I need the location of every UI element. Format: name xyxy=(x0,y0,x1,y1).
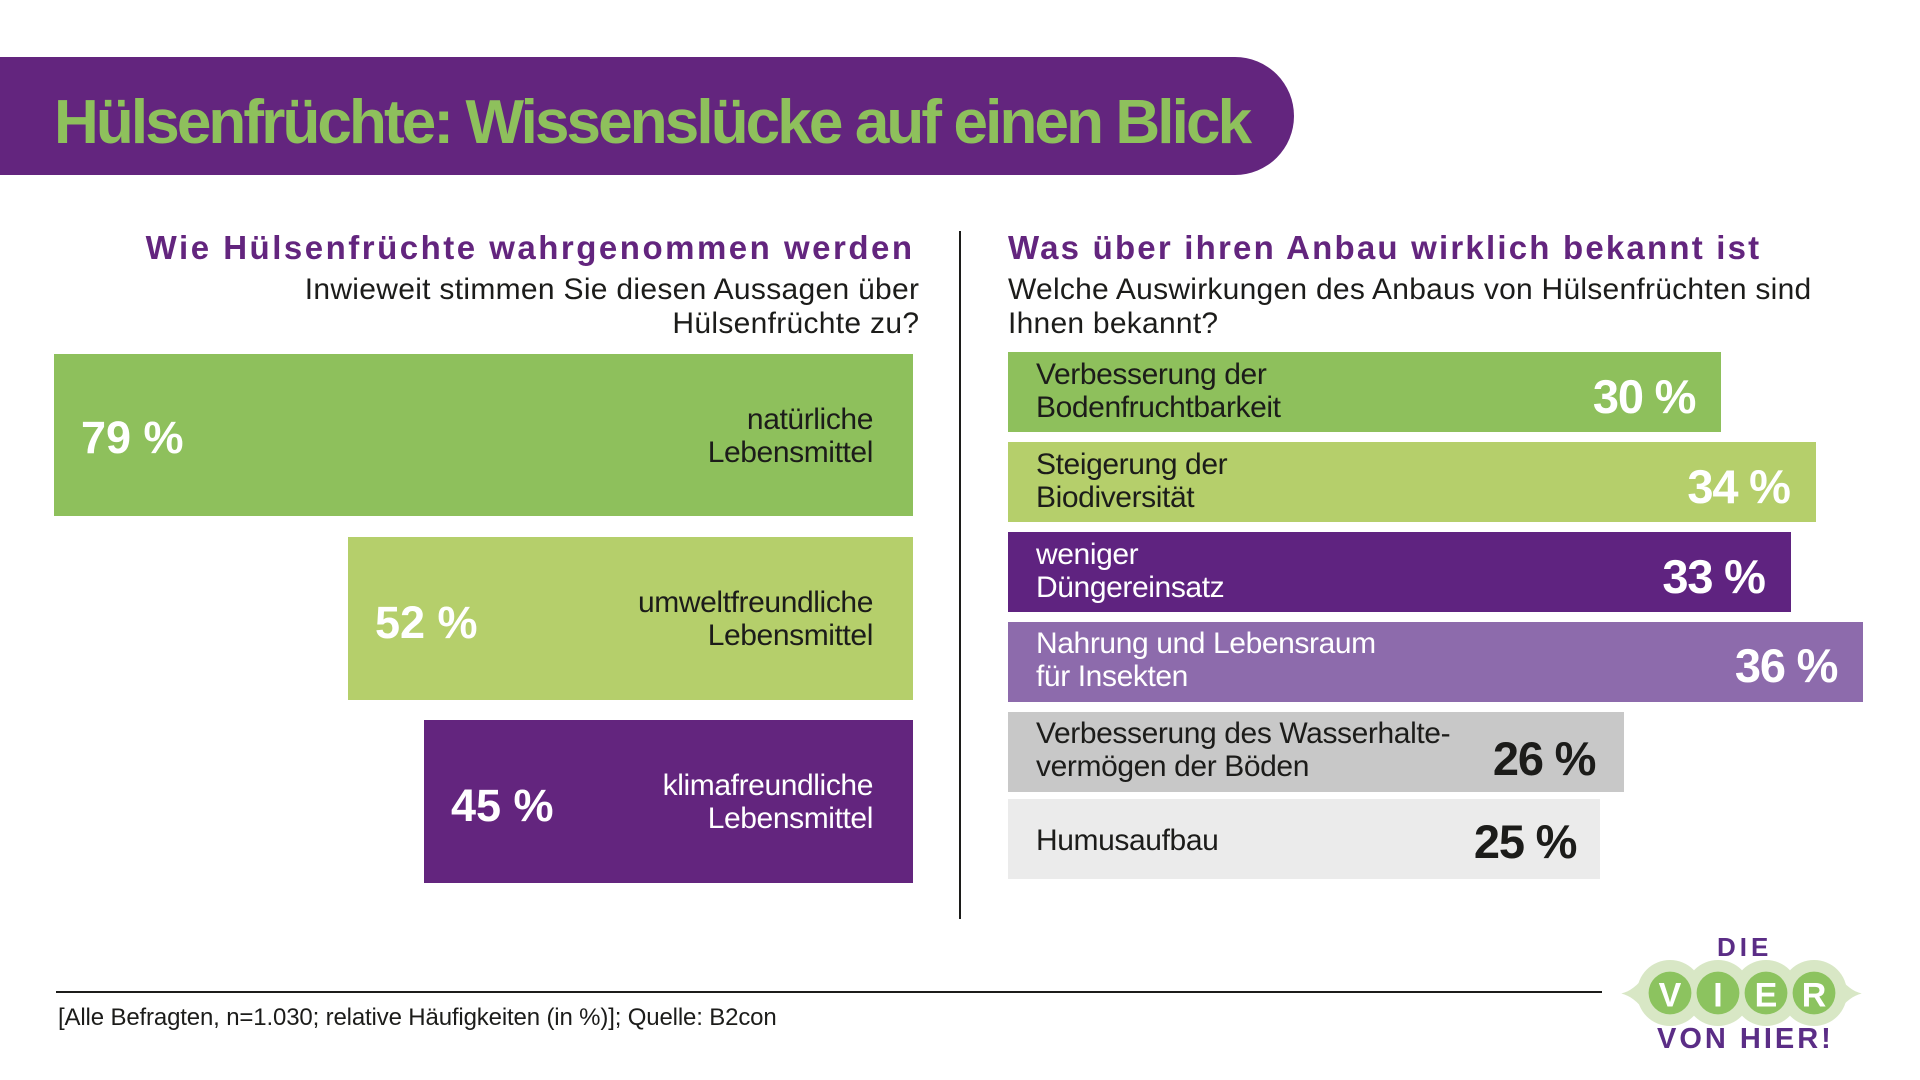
svg-text:I: I xyxy=(1713,976,1722,1014)
svg-text:E: E xyxy=(1755,976,1778,1014)
svg-text:R: R xyxy=(1802,976,1827,1014)
svg-text:V: V xyxy=(1659,976,1682,1014)
